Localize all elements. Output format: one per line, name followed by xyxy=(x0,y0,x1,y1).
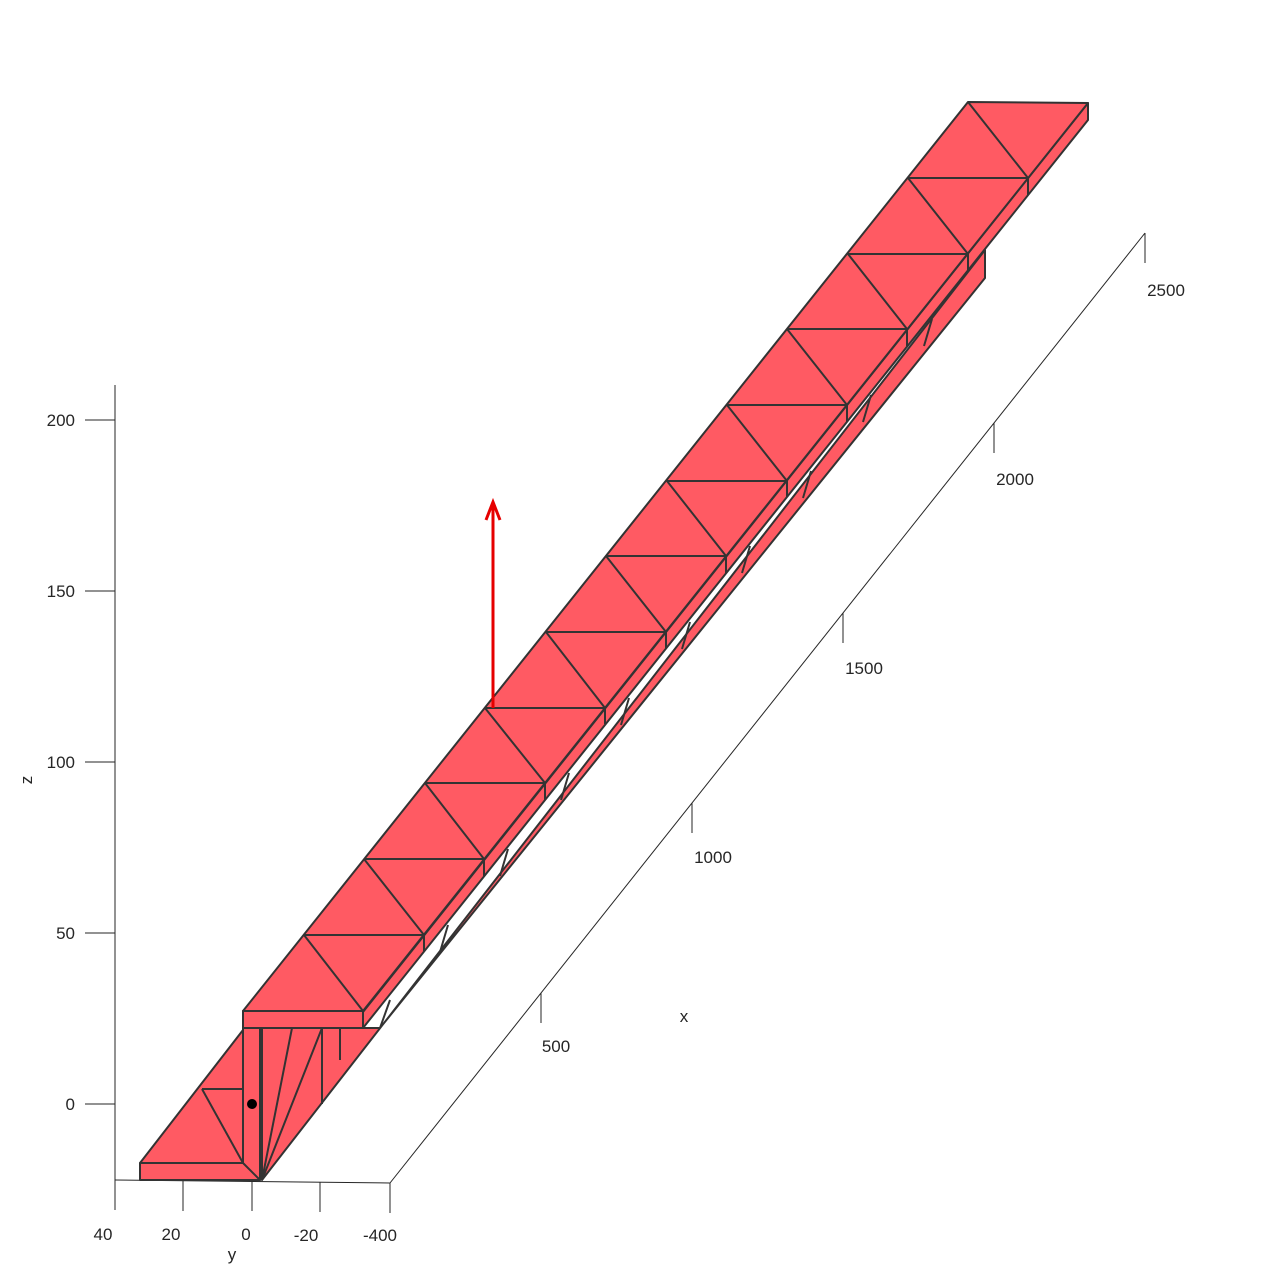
beam-mesh xyxy=(139,101,1089,1181)
y-tick-label: -400 xyxy=(363,1226,397,1245)
z-tick-label: 100 xyxy=(47,753,75,772)
y-axis: 40 20 0 -20 -400 y xyxy=(94,1179,397,1264)
y-tick-label: 0 xyxy=(241,1225,250,1244)
z-tick-label: 0 xyxy=(66,1095,75,1114)
load-vector-arrow xyxy=(484,497,502,708)
bottom-flange xyxy=(139,1162,261,1181)
z-axis: 0 50 100 150 200 z xyxy=(17,385,116,1180)
x-axis: 500 1000 1500 2000 2500 x xyxy=(389,232,1185,1184)
z-tick-label: 150 xyxy=(47,582,75,601)
y-axis-label: y xyxy=(228,1245,237,1264)
x-tick-label: 1000 xyxy=(694,848,732,867)
y-tick-label: 40 xyxy=(94,1225,113,1244)
web-front xyxy=(242,1010,261,1181)
web-side xyxy=(259,249,986,1181)
x-axis-label: x xyxy=(680,1007,689,1026)
origin-point xyxy=(247,1099,257,1109)
z-axis-label: z xyxy=(17,776,36,785)
z-tick-label: 200 xyxy=(47,411,75,430)
x-tick-label: 1500 xyxy=(845,659,883,678)
x-tick-label: 2500 xyxy=(1147,281,1185,300)
x-tick-label: 2000 xyxy=(996,470,1034,489)
top-flange-front xyxy=(242,1010,364,1029)
x-tick-label: 500 xyxy=(542,1037,570,1056)
y-tick-label: 20 xyxy=(162,1225,181,1244)
z-tick-label: 50 xyxy=(56,924,75,943)
y-tick-label: -20 xyxy=(294,1226,319,1245)
